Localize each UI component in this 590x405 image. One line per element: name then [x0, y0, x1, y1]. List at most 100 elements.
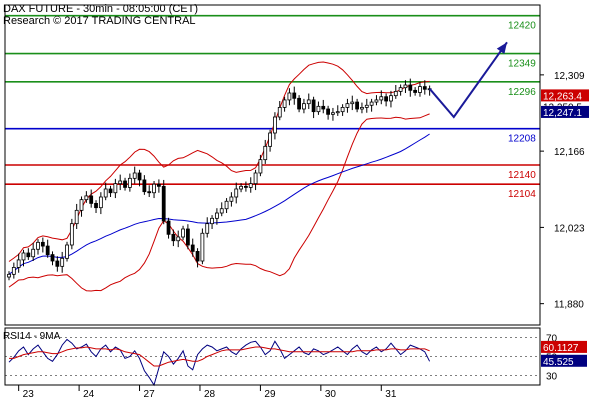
- date-label-24: 24: [83, 389, 95, 400]
- candle-body: [7, 273, 11, 278]
- last-value-box: [541, 105, 589, 118]
- candle-body: [273, 116, 277, 134]
- candle-body: [389, 95, 393, 102]
- candle-body: [263, 145, 268, 161]
- candle-body: [413, 89, 418, 93]
- candle-body: [258, 159, 263, 174]
- candle-body: [156, 183, 161, 187]
- candle-body: [282, 99, 287, 108]
- rsi-panel: [5, 337, 540, 387]
- candle-body: [142, 179, 147, 193]
- candle-body: [219, 208, 224, 214]
- candle-body: [36, 241, 40, 250]
- price-tick-label: 11,880: [554, 300, 584, 311]
- candle-body: [205, 223, 210, 234]
- candle-body: [40, 241, 45, 247]
- candle-body: [200, 232, 205, 262]
- candle-body: [277, 107, 282, 118]
- price-tick-label: 12,023: [554, 223, 585, 234]
- price-panel-frame: [4, 4, 541, 326]
- moving-average-line: [8, 133, 430, 275]
- candle-body: [166, 220, 171, 235]
- candle-body: [403, 84, 408, 89]
- price-tick-label: 12,166: [554, 147, 585, 158]
- candle-body: [360, 107, 364, 110]
- date-label-31: 31: [385, 389, 397, 400]
- candle-body: [181, 228, 185, 238]
- candle-body: [190, 244, 195, 252]
- rsi-value-box: [541, 340, 587, 353]
- candle-body: [292, 92, 297, 99]
- bollinger-upper-line: [8, 61, 430, 262]
- price-tick-label: 12,309: [554, 71, 585, 82]
- candle-body: [408, 84, 413, 91]
- candle-body: [69, 223, 74, 246]
- candle-body: [340, 107, 345, 113]
- candle-body: [176, 236, 181, 242]
- candle-body: [321, 105, 326, 110]
- candle-body: [137, 172, 142, 181]
- candle-body: [65, 244, 69, 259]
- candle-body: [297, 97, 301, 110]
- rsi-tick-label: 70: [546, 334, 558, 345]
- candle-body: [185, 228, 190, 246]
- candle-body: [98, 196, 103, 209]
- date-label-23: 23: [23, 389, 35, 400]
- candle-body: [171, 233, 176, 242]
- rsi-value-label: 60.1127: [543, 343, 579, 354]
- rsi-value-box: [541, 354, 587, 367]
- level-label-12208: 12208: [508, 134, 536, 145]
- candle-body: [94, 202, 98, 209]
- candle-body: [84, 195, 89, 201]
- last-value-label: 12,247.1: [543, 108, 582, 119]
- axes: 12,30912,16612,02311,88012,263.412,250.5…: [4, 4, 589, 400]
- candle-body: [253, 172, 258, 185]
- candle-body: [369, 101, 374, 106]
- date-label-30: 30: [325, 389, 337, 400]
- candle-body: [379, 96, 384, 101]
- candle-body: [355, 101, 360, 110]
- candle-body: [50, 254, 55, 262]
- candle-body: [384, 96, 389, 102]
- chart-subtitle: Research © 2017 TRADING CENTRAL: [3, 15, 196, 27]
- candle-body: [26, 252, 31, 258]
- candle-body: [393, 91, 398, 97]
- candle-body: [60, 257, 65, 267]
- candle-body: [224, 200, 229, 210]
- candle-body: [234, 188, 239, 198]
- candle-body: [132, 172, 137, 179]
- candle-body: [214, 212, 219, 219]
- candle-body: [118, 180, 123, 185]
- level-label-12140: 12140: [508, 170, 536, 181]
- level-label-12104: 12104: [508, 189, 536, 200]
- candle-body: [244, 185, 248, 188]
- candle-body: [147, 191, 152, 194]
- chart-title: DAX FUTURE - 30min - 08:05:00 (CET): [3, 3, 198, 15]
- candle-body: [335, 111, 340, 114]
- candle-body: [21, 252, 26, 261]
- candle-body: [418, 86, 422, 93]
- projection-arrowhead: [496, 42, 507, 55]
- candle-body: [103, 188, 108, 198]
- candle-body: [123, 180, 127, 188]
- level-label-12420: 12420: [508, 21, 536, 32]
- date-label-28: 28: [204, 389, 216, 400]
- candle-body: [113, 183, 118, 194]
- candle-body: [195, 250, 200, 262]
- candle-body: [268, 132, 272, 147]
- candle-body: [248, 183, 253, 188]
- candle-body: [306, 99, 311, 105]
- candle-body: [31, 248, 36, 258]
- candle-body: [398, 87, 403, 92]
- level-label-12349: 12349: [508, 59, 536, 70]
- candle-body: [74, 209, 79, 225]
- candle-body: [161, 185, 166, 222]
- candle-body: [331, 112, 335, 115]
- candle-body: [45, 245, 50, 255]
- candle-body: [364, 104, 369, 108]
- candle-body: [210, 217, 214, 225]
- date-label-27: 27: [144, 389, 156, 400]
- last-value-box: [541, 89, 589, 102]
